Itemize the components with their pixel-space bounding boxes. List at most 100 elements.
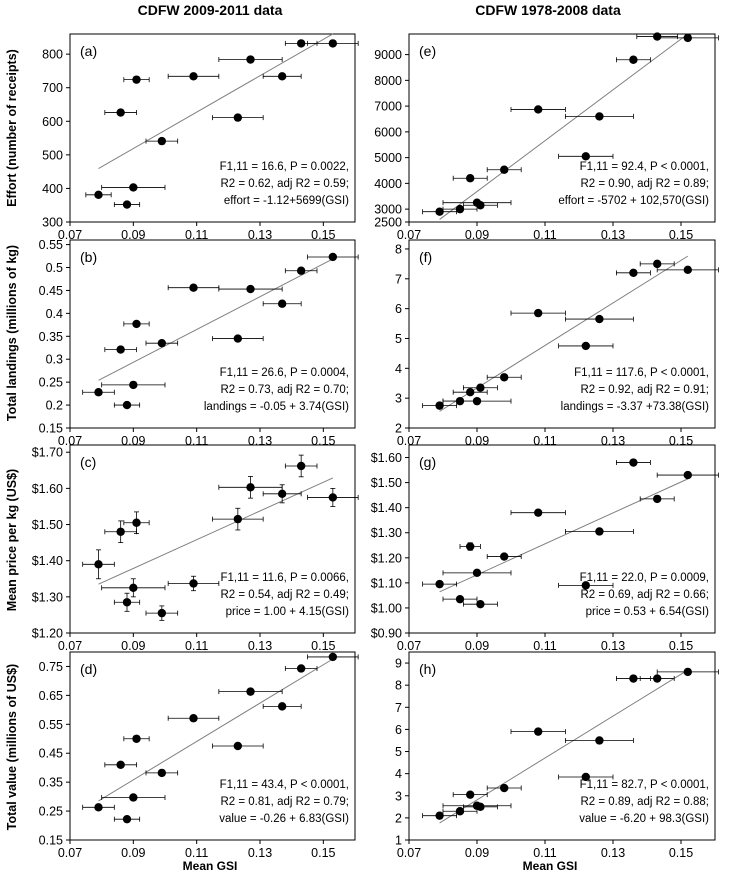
data-point (233, 741, 243, 751)
right-column-title: CDFW 1978-2008 data (475, 2, 621, 18)
y-tick-label: 3 (395, 789, 402, 803)
x-tick-label: 0.15 (311, 639, 335, 653)
xlabel-left: Mean GSI (183, 859, 238, 873)
plot-frame (69, 33, 356, 223)
data-point (581, 772, 590, 782)
y-tick-label: 500 (42, 148, 63, 162)
panels-group: 300 400 500 600 700 800 0.07 0.09 0.11 0.13 0.15 (a… (32, 32, 719, 860)
y-tick-label: 800 (42, 48, 63, 62)
data-point (132, 319, 141, 329)
regression-line (98, 477, 334, 585)
y-tick-label: $1.20 (371, 551, 402, 565)
data-point (233, 334, 243, 343)
regression-line (98, 658, 334, 802)
data-point (116, 527, 125, 536)
x-tick-label: 0.11 (533, 846, 556, 860)
x-tick-label: 0.15 (669, 434, 693, 448)
data-point (653, 674, 662, 683)
plot-frame (408, 239, 716, 429)
panel-b: 0.150.20.250.30.350.40.450.50.550.07 0.09… (39, 238, 359, 448)
y-tick-label: 0.15 (39, 834, 63, 848)
data-point (683, 265, 692, 275)
data-point (116, 108, 125, 117)
y-tick-label: $1.60 (32, 482, 63, 496)
data-point (629, 458, 638, 467)
y-tick-label: 0.35 (39, 776, 63, 790)
x-tick-label: 0.15 (669, 639, 693, 653)
stats-line: landings = -0.05 + 3.74(GSI) (204, 401, 349, 413)
panel-label: (h) (419, 661, 436, 677)
data-point (466, 174, 475, 183)
data-point (328, 493, 338, 502)
data-point (629, 268, 638, 278)
data-point (122, 200, 132, 209)
x-tick-label: 0.09 (465, 639, 489, 653)
stats-line: R2 = 0.69, adj R2 = 0.66; (580, 589, 709, 601)
data-point (581, 152, 590, 161)
data-point (94, 560, 103, 569)
x-tick-label: 0.15 (311, 434, 335, 448)
xlabel-right: Mean GSI (523, 859, 578, 873)
stats-line: R2 = 0.89, adj R2 = 0.88; (580, 796, 709, 808)
x-tick-label: 0.09 (121, 228, 145, 242)
data-point (94, 388, 103, 397)
ylabel-price: Mean price per kg (US$) (5, 469, 19, 611)
data-point (129, 583, 138, 593)
y-tick-label: 2500 (374, 216, 402, 230)
y-tick-label: $1.40 (371, 501, 402, 515)
stats-line: F1,11 = 82.7, P < 0.0001, (580, 779, 709, 791)
panel-label: (e) (419, 43, 436, 59)
stats-line: effort = -5702 + 102,570(GSI) (558, 195, 709, 207)
x-tick-label: 0.11 (185, 639, 208, 653)
data-point (122, 814, 132, 824)
data-point (435, 579, 444, 589)
y-tick-label: 8 (395, 679, 402, 693)
stats-line: effort = -1.12+5699(GSI) (224, 195, 349, 207)
data-point (157, 768, 167, 778)
data-point (233, 514, 243, 524)
data-point (472, 396, 482, 406)
y-tick-label: 6 (395, 723, 402, 737)
y-tick-label: 0.25 (39, 805, 63, 819)
stats-line: R2 = 0.54, adj R2 = 0.49; (220, 589, 349, 601)
x-tick-label: 0.07 (58, 228, 82, 242)
x-tick-label: 0.11 (533, 434, 556, 448)
y-tick-label: 6 (395, 302, 402, 316)
data-point (328, 652, 338, 662)
y-tick-label: $1.40 (32, 554, 63, 568)
x-tick-label: 0.07 (397, 228, 421, 242)
data-point (534, 105, 543, 114)
data-point (189, 579, 198, 588)
data-point (476, 383, 485, 392)
y-tick-label: 0.45 (39, 284, 63, 298)
panel-label: (g) (419, 454, 436, 470)
stats-line: F1,11 = 43.4, P < 0.0001, (220, 779, 349, 791)
x-tick-label: 0.09 (465, 228, 489, 242)
left-column-title: CDFW 2009-2011 data (138, 2, 283, 18)
x-tick-label: 0.15 (311, 228, 335, 242)
stats-line: F1,11 = 22.0, P = 0.0009, (580, 572, 709, 584)
panel-label: (d) (80, 661, 97, 677)
y-tick-label: 300 (42, 216, 63, 230)
panel-label: (a) (80, 43, 97, 59)
data-point (466, 542, 475, 551)
y-tick-label: 0.25 (39, 376, 63, 390)
y-tick-label: 700 (42, 81, 63, 95)
data-point (435, 401, 444, 410)
data-point (455, 807, 465, 816)
data-point (455, 204, 465, 214)
data-point (122, 400, 132, 410)
y-tick-label: 2 (395, 811, 402, 825)
data-point (296, 39, 306, 48)
stats-line: value = -6.20 + 98.3(GSI) (579, 813, 709, 825)
data-point (277, 299, 287, 308)
data-point (595, 112, 604, 121)
data-point (476, 599, 485, 609)
data-point (157, 136, 167, 146)
y-tick-label: 5000 (374, 151, 402, 165)
stats-line: R2 = 0.92, adj R2 = 0.91; (580, 384, 709, 396)
x-tick-label: 0.09 (121, 434, 145, 448)
x-tick-label: 0.11 (185, 846, 208, 860)
stats-line: F1,11 = 92.4, P < 0.0001, (580, 161, 709, 173)
x-tick-label: 0.09 (465, 846, 489, 860)
